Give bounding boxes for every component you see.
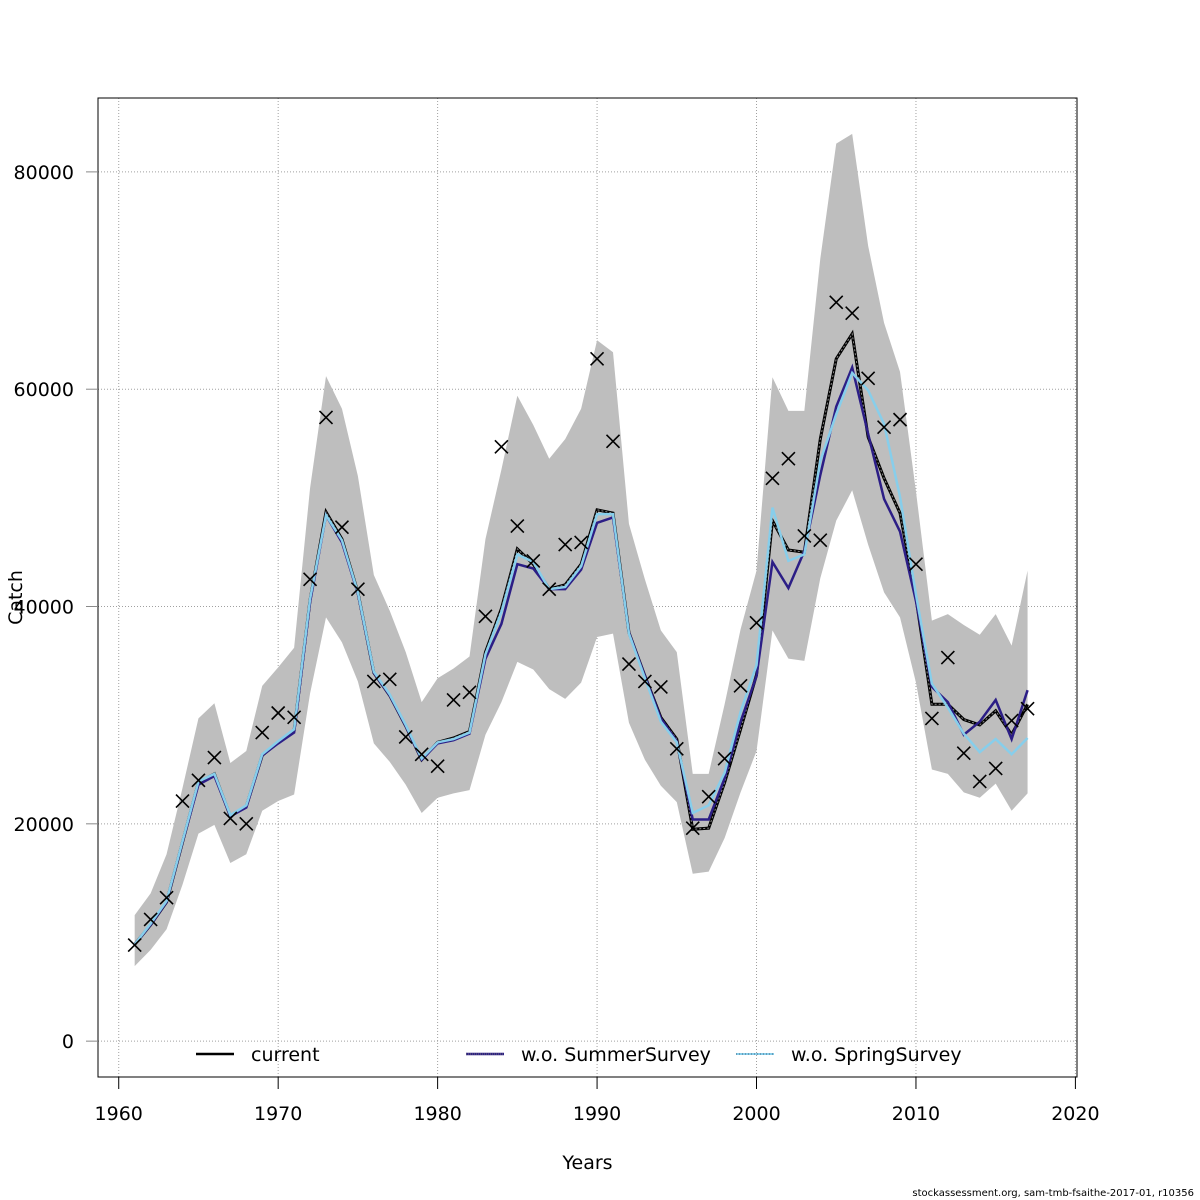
observed-point <box>558 537 573 552</box>
observed-point <box>446 692 461 708</box>
x-tick-label: 2020 <box>1051 1103 1099 1125</box>
observed-point <box>892 412 908 427</box>
x-axis: 1960 1970 1980 1990 2000 2010 2020 <box>95 1076 1100 1125</box>
observed-point <box>223 811 238 826</box>
legend-label-current: current <box>251 1044 320 1066</box>
observed-point <box>653 679 668 694</box>
y-tick-label: 0 <box>62 1031 74 1053</box>
observed-point <box>845 306 860 321</box>
observed-point <box>733 678 748 693</box>
observed-point <box>621 657 637 672</box>
observed-point <box>414 747 429 762</box>
y-axis: 0 20000 40000 60000 80000 <box>14 162 98 1053</box>
observed-point <box>685 821 700 836</box>
observed-point <box>829 295 844 310</box>
observed-point <box>1020 701 1035 716</box>
y-axis-title: Catch <box>5 570 27 625</box>
observed-point <box>255 725 270 740</box>
observed-point <box>669 741 684 756</box>
observed-point <box>940 650 955 665</box>
legend-label-spring: w.o. SpringSurvey <box>791 1044 962 1066</box>
observed-point <box>908 557 924 572</box>
observed-point <box>924 711 939 726</box>
observed-point <box>590 351 605 366</box>
observed-point <box>637 674 652 689</box>
observed-point <box>462 685 477 700</box>
series-line-wo-summersurvey <box>133 363 1029 946</box>
x-tick-label: 1990 <box>573 1103 621 1125</box>
observed-point <box>302 572 318 587</box>
observed-point <box>175 793 190 809</box>
x-tick-label: 1960 <box>95 1103 143 1125</box>
observed-point <box>430 759 445 774</box>
observed-point <box>334 520 350 535</box>
x-axis-title: Years <box>561 1152 612 1174</box>
observed-point <box>797 528 812 543</box>
y-tick-label: 60000 <box>14 379 74 401</box>
observed-point <box>366 674 381 689</box>
observed-point <box>574 535 589 550</box>
observed-point <box>701 789 716 804</box>
observed-point <box>159 890 174 905</box>
observed-point <box>478 609 493 624</box>
observed-point <box>494 439 509 454</box>
confidence-band-area <box>134 133 1028 967</box>
x-tick-label: 1980 <box>413 1103 461 1125</box>
observed-point <box>717 751 732 766</box>
y-tick-label: 80000 <box>14 162 74 184</box>
observed-points <box>127 295 1035 953</box>
observed-point <box>287 710 302 725</box>
observed-point <box>1004 713 1019 728</box>
observed-point <box>143 912 158 927</box>
observed-point <box>542 582 557 597</box>
observed-point <box>781 451 796 466</box>
x-tick-label: 2010 <box>892 1103 940 1125</box>
confidence-band <box>134 133 1028 967</box>
observed-point <box>350 582 365 597</box>
observed-point <box>956 746 971 761</box>
observed-point <box>191 773 206 788</box>
observed-point <box>605 434 621 449</box>
source-footer: stockassessment.org, sam-tmb-fsaithe-201… <box>912 1188 1194 1199</box>
observed-point <box>271 705 286 721</box>
y-tick-label: 20000 <box>14 814 74 836</box>
observed-point <box>813 533 828 548</box>
observed-point <box>398 729 413 744</box>
observed-point <box>861 371 876 386</box>
series-lines <box>133 329 1029 946</box>
observed-point <box>526 553 541 568</box>
series-line-wo-springsurvey <box>133 370 1029 946</box>
observed-point <box>127 938 142 953</box>
x-tick-label: 2000 <box>732 1103 780 1125</box>
y-tick-label: 40000 <box>14 597 74 619</box>
x-tick-label: 1970 <box>254 1103 302 1125</box>
legend-label-summer: w.o. SummerSurvey <box>521 1044 711 1066</box>
observed-point <box>988 761 1003 776</box>
observed-point <box>382 672 397 687</box>
observed-point <box>318 410 334 425</box>
observed-point <box>877 420 892 435</box>
observed-point <box>765 471 780 486</box>
observed-point <box>972 774 987 789</box>
observed-point <box>207 750 222 765</box>
legend: current w.o. SummerSurvey w.o. SpringSur… <box>196 1044 962 1066</box>
observed-point <box>510 519 525 534</box>
observed-point <box>239 816 254 831</box>
observed-point <box>749 615 764 630</box>
